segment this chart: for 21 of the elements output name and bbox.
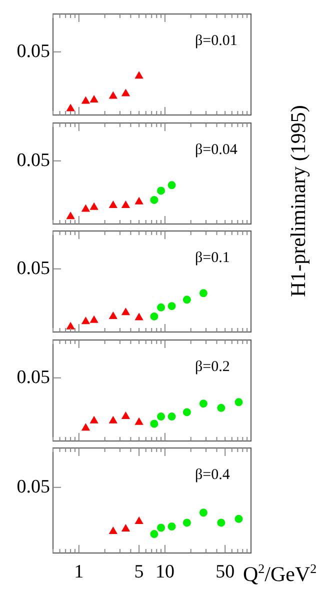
text: H1-preliminary (1995) bbox=[286, 105, 311, 297]
text: β=0.01 bbox=[195, 32, 238, 49]
point bbox=[135, 72, 144, 79]
text: 0.05 bbox=[16, 366, 50, 388]
x-axis-title: Q$^{2}$/GeV$^{2}$ bbox=[243, 560, 317, 586]
point bbox=[82, 96, 90, 104]
text: 0.05 bbox=[16, 40, 50, 62]
text: 0.05 bbox=[16, 149, 50, 170]
text: β=0.04 bbox=[195, 141, 238, 158]
text: β=0.2 bbox=[195, 358, 230, 374]
text: β=0.1 bbox=[195, 250, 230, 266]
point bbox=[109, 92, 118, 99]
point bbox=[122, 89, 130, 96]
text: 0.05 bbox=[16, 476, 50, 498]
text: β=0.4 bbox=[195, 466, 230, 483]
text: 0.05 bbox=[16, 258, 50, 279]
x-tick-label: 5 bbox=[134, 561, 144, 582]
x-tick-label: 50 bbox=[216, 561, 235, 582]
point bbox=[66, 104, 75, 112]
x-tick-label: 1 bbox=[74, 561, 84, 582]
x-tick-label: 10 bbox=[155, 561, 174, 582]
